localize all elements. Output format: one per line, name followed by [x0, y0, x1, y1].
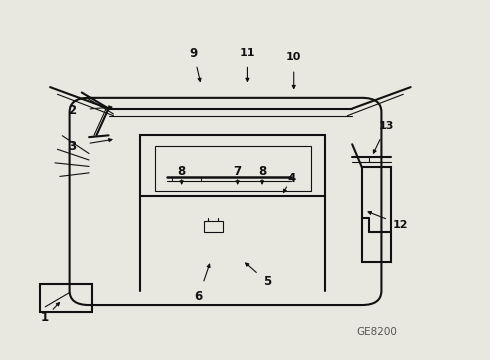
- Text: 9: 9: [190, 47, 198, 60]
- Text: 12: 12: [393, 220, 409, 230]
- Text: 8: 8: [177, 165, 186, 177]
- Text: 11: 11: [240, 48, 255, 58]
- Text: 5: 5: [263, 275, 271, 288]
- Text: 2: 2: [68, 104, 76, 117]
- Text: 6: 6: [195, 289, 203, 303]
- Text: 3: 3: [68, 140, 76, 153]
- Text: 8: 8: [258, 165, 266, 177]
- Text: 10: 10: [286, 52, 301, 62]
- Text: 13: 13: [379, 121, 394, 131]
- Text: 1: 1: [41, 311, 49, 324]
- Text: 4: 4: [287, 172, 295, 185]
- Text: 7: 7: [234, 165, 242, 177]
- Text: GE8200: GE8200: [356, 327, 397, 337]
